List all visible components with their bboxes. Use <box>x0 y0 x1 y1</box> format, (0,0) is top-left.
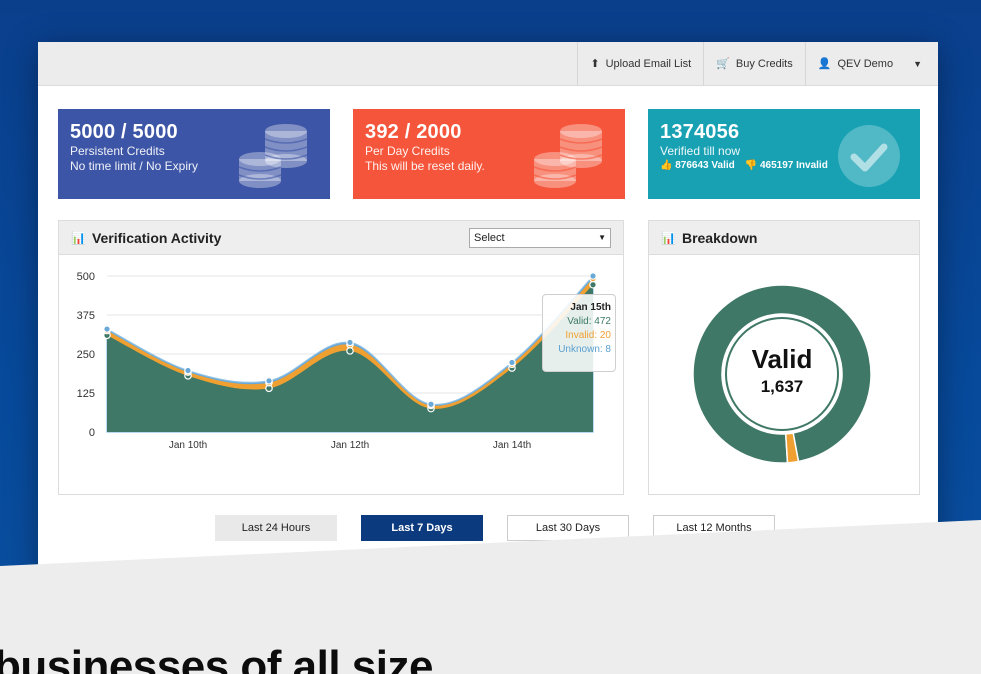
breakdown-panel: 📊 Breakdown Valid 1,637 <box>648 220 920 495</box>
bar-chart-icon: 📊 <box>71 230 86 245</box>
tooltip-unknown: Unknown: 8 <box>558 344 611 355</box>
y-tick-label: 500 <box>77 271 95 283</box>
verified-card: 1374056 Verified till now 👍 876643 Valid… <box>648 109 920 199</box>
unknown-point <box>508 358 516 367</box>
tooltip-invalid: Invalid: 20 <box>565 330 611 341</box>
per-day-credits-note: This will be reset daily. <box>365 159 485 173</box>
valid-point <box>346 347 354 355</box>
upload-email-list-button[interactable]: ⬆ Upload Email List <box>577 42 703 85</box>
x-tick-label: Jan 14th <box>493 440 531 451</box>
tooltip-date: Jan 15th <box>570 302 611 313</box>
range-24-hours-button[interactable]: Last 24 Hours <box>215 515 337 541</box>
y-tick-label: 375 <box>77 310 95 322</box>
persistent-credits-value: 5000 / 5000 <box>70 121 178 143</box>
verified-total: 1374056 <box>660 121 740 143</box>
verified-label: Verified till now <box>660 144 741 158</box>
valid-count-label: Valid <box>711 160 735 171</box>
bar-chart-icon: 📊 <box>661 230 676 245</box>
x-tick-label: Jan 12th <box>331 440 369 451</box>
chart-tooltip: Jan 15th Valid: 472 Invalid: 20 Unknown:… <box>542 294 616 372</box>
persistent-credits-label: Persistent Credits <box>70 144 165 158</box>
y-tick-label: 250 <box>77 349 95 361</box>
user-menu[interactable]: 👤 QEV Demo ▼ <box>804 42 938 85</box>
donut-center-value: 1,637 <box>761 377 804 396</box>
top-navbar: ⬆ Upload Email List 🛒 Buy Credits 👤 QEV … <box>38 42 938 86</box>
thumbs-down-icon: 👎 <box>744 160 758 171</box>
activity-title: Verification Activity <box>91 229 222 246</box>
unknown-point <box>184 366 192 375</box>
donut-inner-ring <box>725 317 839 431</box>
buy-credits-label: Buy Credits <box>735 57 793 70</box>
date-range-buttons: Last 24 Hours Last 7 Days Last 30 Days L… <box>215 515 775 541</box>
donut-slice-valid <box>692 284 872 464</box>
y-tick-label: 125 <box>77 388 95 400</box>
coins-icon <box>533 124 603 188</box>
activity-period-select[interactable]: Select ▼ <box>469 227 611 248</box>
chevron-down-icon: ▼ <box>913 58 922 69</box>
range-12-months-button[interactable]: Last 12 Months <box>653 515 775 541</box>
per-day-credits-card: 392 / 2000 Per Day Credits This will be … <box>353 109 625 199</box>
donut-center-label: Valid <box>752 344 813 374</box>
tooltip-valid: Valid: 472 <box>567 316 611 327</box>
checkmark-circle-icon <box>838 125 900 187</box>
breakdown-title: Breakdown <box>681 229 758 246</box>
verified-breakdown: 👍 876643 Valid 👎 465197 Invalid <box>660 160 908 171</box>
per-day-credits-label: Per Day Credits <box>365 144 450 158</box>
upload-icon: ⬆ <box>590 58 600 70</box>
unknown-point <box>346 338 354 347</box>
upload-label: Upload Email List <box>605 57 692 70</box>
x-tick-label: Jan 10th <box>169 440 207 451</box>
breakdown-donut-chart: Valid 1,637 <box>692 284 872 464</box>
range-30-days-button[interactable]: Last 30 Days <box>507 515 629 541</box>
invalid-count-label: Invalid <box>796 160 828 171</box>
invalid-count-group: 👎 465197 Invalid <box>745 160 828 171</box>
invalid-count: 465197 <box>759 160 794 171</box>
per-day-credits-value: 392 / 2000 <box>365 121 462 143</box>
activity-panel-header: 📊 Verification Activity Select ▼ <box>59 221 623 255</box>
y-tick-label: 0 <box>89 427 95 439</box>
donut-slice-invalid <box>784 432 800 464</box>
unknown-point <box>103 325 111 333</box>
valid-count: 876643 <box>675 160 709 171</box>
user-icon: 👤 <box>817 58 832 70</box>
chevron-down-icon: ▼ <box>598 233 606 242</box>
thumbs-up-icon: 👍 <box>660 160 673 171</box>
valid-area <box>107 284 593 432</box>
verification-activity-panel: 📊 Verification Activity Select ▼ 0 125 250… <box>58 220 624 495</box>
user-name: QEV Demo <box>837 57 894 70</box>
breakdown-panel-header: 📊 Breakdown <box>649 221 919 255</box>
unknown-point <box>589 272 597 280</box>
buy-credits-button[interactable]: 🛒 Buy Credits <box>703 42 805 85</box>
range-7-days-button[interactable]: Last 7 Days <box>361 515 483 541</box>
stat-cards: 5000 / 5000 Persistent Credits No time l… <box>58 109 920 199</box>
persistent-credits-card: 5000 / 5000 Persistent Credits No time l… <box>58 109 330 199</box>
app-window: ⬆ Upload Email List 🛒 Buy Credits 👤 QEV … <box>38 42 938 582</box>
persistent-credits-note: No time limit / No Expiry <box>70 159 199 173</box>
valid-point <box>589 280 597 289</box>
valid-count-group: 👍 876643 Valid <box>660 160 735 171</box>
marketing-headline: businesses of all size <box>0 642 433 674</box>
select-value: Select <box>474 231 505 244</box>
unknown-point <box>427 400 435 409</box>
cart-icon: 🛒 <box>716 58 730 70</box>
verification-activity-chart: 0 125 250 375 500 Jan 10th Jan 12th Jan 14th <box>77 271 597 451</box>
unknown-point <box>265 377 273 385</box>
coins-icon <box>238 124 308 188</box>
